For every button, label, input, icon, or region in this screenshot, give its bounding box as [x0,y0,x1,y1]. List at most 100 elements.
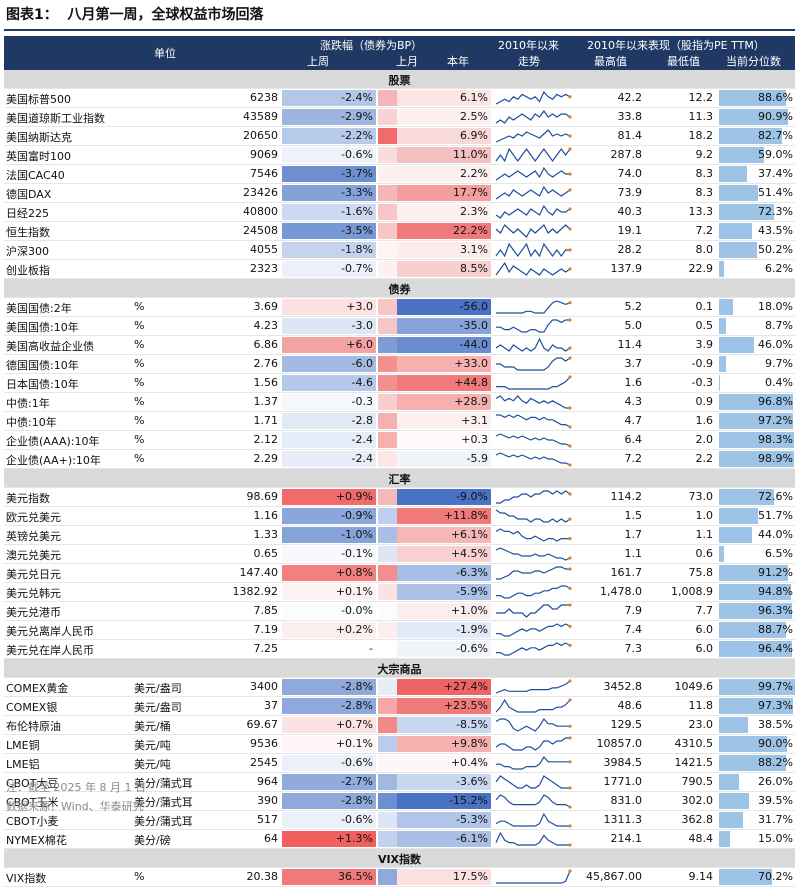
percentile-bar [719,185,758,201]
trend-sparkline [494,90,572,106]
low-value: 1049.6 [675,680,714,693]
section-header: 债券 [4,279,795,298]
change-last-week: -0.9% [282,508,376,524]
change-last-week: +0.2% [282,622,376,638]
change-last-week: -2.8% [282,793,376,809]
change-ytd: 17.5% [397,869,491,885]
trend-line [496,111,570,123]
change-ytd-value: +44.8 [454,376,491,389]
trend-line [496,643,570,655]
low-value: 1.0 [696,509,714,522]
high-value: 10857.0 [597,737,643,750]
asset-name: 德国国债:10年 [6,357,79,373]
trend-last-point [568,207,571,210]
change-ytd: 11.0% [397,147,491,163]
change-last-week: -0.6% [282,755,376,771]
low-value: 73.0 [689,490,714,503]
percentile-value: 91.2% [758,566,793,579]
change-ytd-value: +3.1 [461,414,491,427]
asset-unit: % [134,414,144,427]
change-last-week: -4.6 [282,375,376,391]
trend-last-point [568,843,571,846]
percentile-cell: 99.7% [719,679,795,695]
asset-name: 德国DAX [6,186,51,202]
percentile-value: 98.9% [758,452,793,465]
asset-unit: % [134,870,144,883]
asset-level: 1.16 [254,509,279,522]
asset-level: 1.71 [254,414,279,427]
low-value: 11.8 [689,699,714,712]
trend-last-point [568,587,571,590]
asset-level: 517 [257,813,278,826]
change-last-week-value: +0.1% [336,737,376,750]
trend-line [496,130,570,142]
header-unit: 单位 [154,45,176,61]
change-ytd: +4.5% [397,546,491,562]
header-trend: 走势 [518,53,540,69]
high-value: 1.6 [625,376,643,389]
trend-last-point [568,869,571,872]
change-ytd-value: 6.9% [460,129,491,142]
low-value: 302.0 [682,794,714,807]
table-row: 企业债(AA+):10年%2.29-2.4+3.6-5.97.22.298.9% [4,450,795,469]
change-last-week: -2.8% [282,698,376,714]
change-last-week-value: +0.8% [336,566,376,579]
change-last-week-value: +6.0 [346,338,376,351]
table-row: 中债:10年%1.71-2.8+10.3+3.14.71.697.2% [4,412,795,431]
asset-name: 英镑兑美元 [6,528,61,544]
percentile-value: 46.0% [758,338,793,351]
change-last-week: -1.0% [282,527,376,543]
change-ytd-value: -6.1% [456,832,491,845]
trend-sparkline [494,109,572,125]
change-ytd: +1.0% [397,603,491,619]
trend-line [496,719,570,731]
asset-level: 98.69 [247,490,279,503]
low-value: 1421.5 [675,756,714,769]
change-ytd: -8.5% [397,717,491,733]
asset-level: 20650 [243,129,278,142]
change-last-week: -6.0 [282,356,376,372]
asset-level: 1.56 [254,376,279,389]
section-header: 大宗商品 [4,659,795,678]
high-value: 137.9 [611,262,643,275]
trend-sparkline [494,413,572,429]
percentile-value: 6.2% [765,262,793,275]
change-last-week: -0.6% [282,147,376,163]
percentile-value: 44.0% [758,528,793,541]
asset-level: 4055 [250,243,278,256]
percentile-cell: 98.3% [719,432,795,448]
change-ytd: 22.2% [397,223,491,239]
header-low: 最低值 [667,53,700,69]
high-value: 45,867.00 [586,870,642,883]
change-last-week-value: -0.6% [341,813,376,826]
change-ytd: +0.3 [397,432,491,448]
change-last-week-value: -1.6% [341,205,376,218]
asset-level: 7.19 [254,623,279,636]
high-value: 4.7 [625,414,643,427]
change-last-week: -3.3% [282,185,376,201]
change-ytd: -15.2% [397,793,491,809]
header-change-group: 涨跌幅（债券为BP） [320,37,422,53]
percentile-value: 50.2% [758,243,793,256]
trend-line [496,567,570,579]
change-last-week: -0.6% [282,812,376,828]
percentile-value: 97.3% [758,699,793,712]
asset-name: 美元兑日元 [6,566,61,582]
high-value: 74.0 [618,167,643,180]
trend-sparkline [494,147,572,163]
trend-last-point [568,346,571,349]
section-label: 大宗商品 [4,661,795,677]
trend-sparkline [494,451,572,467]
change-last-week: +3.0 [282,299,376,315]
percentile-value: 90.9% [758,110,793,123]
percentile-bar [719,242,757,258]
change-last-week: -2.2% [282,128,376,144]
percentile-cell: 82.7% [719,128,795,144]
percentile-cell: 91.2% [719,565,795,581]
asset-unit: % [134,395,144,408]
change-last-week: -2.4 [282,451,376,467]
trend-line [496,244,570,256]
trend-sparkline [494,755,572,771]
